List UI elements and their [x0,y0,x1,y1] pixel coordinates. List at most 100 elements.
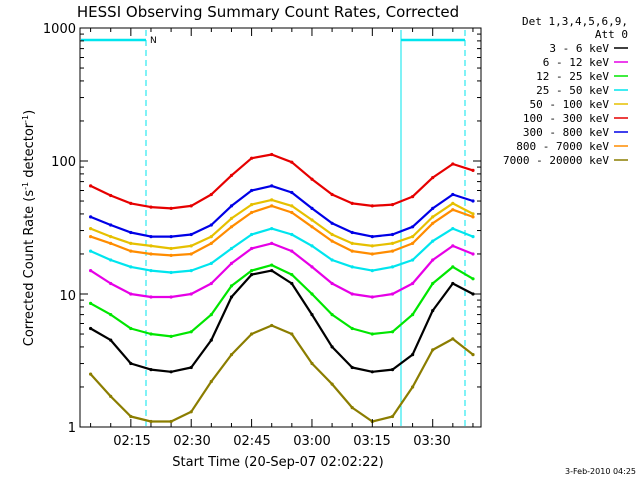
data-point-series-1 [370,295,374,299]
data-point-series-7 [310,225,314,229]
data-point-series-7 [149,252,153,256]
data-point-series-3 [229,246,234,251]
data-point-series-2 [370,332,374,336]
x-tick-label-0245: 02:45 [233,434,270,449]
data-point-series-1 [350,292,354,296]
data-point-series-4 [411,235,415,239]
data-point-series-1 [390,292,395,296]
data-point-series-6 [451,192,455,197]
data-point-series-2 [109,313,113,317]
legend: Det 1,3,4,5,6,9, Att 0 3 - 6 keV 6 - 12 … [503,15,628,167]
data-point-series-4 [431,215,435,219]
data-point-series-6 [109,223,113,227]
data-point-series-8 [250,332,254,336]
data-point-series-2 [290,273,294,277]
data-point-series-6 [471,199,475,203]
data-point-series-4 [129,241,133,245]
data-point-series-4 [89,227,93,231]
data-point-series-0 [370,370,374,374]
data-point-series-1 [189,292,193,296]
data-point-series-7 [390,249,395,253]
data-point-series-5 [390,203,395,207]
series-line-3 [90,227,474,274]
data-point-series-1 [109,281,113,286]
y-tick-label-100: 100 [51,155,76,170]
data-point-series-3 [431,239,435,243]
data-point-series-8 [209,379,213,384]
data-point-series-5 [411,195,415,199]
data-point-series-8 [390,414,395,419]
legend-label-50-100kev: 50 - 100 keV [530,98,610,111]
data-point-series-5 [189,204,193,208]
data-point-series-7 [330,239,334,243]
data-point-series-3 [330,258,334,262]
data-point-series-5 [370,204,374,208]
data-point-series-5 [451,162,455,166]
data-point-series-6 [229,204,234,208]
data-point-series-2 [471,277,475,281]
data-point-series-5 [89,184,93,188]
series-line-2 [90,264,474,338]
legend-label-300-800kev: 300 - 800 keV [523,126,609,139]
data-point-series-3 [471,235,475,239]
data-point-series-7 [471,215,475,219]
data-point-series-0 [189,365,193,370]
data-point-series-4 [189,244,193,248]
data-point-series-0 [330,345,334,349]
data-point-series-2 [149,332,153,336]
data-point-series-1 [149,295,153,299]
data-point-series-2 [250,269,254,273]
data-point-series-7 [250,210,254,215]
legend-label-800-7000kev: 800 - 7000 keV [516,140,609,153]
data-point-series-0 [431,309,435,313]
data-point-series-3 [209,261,213,265]
data-point-series-5 [350,201,354,205]
x-tick-label-0300: 03:00 [293,434,330,449]
data-point-series-8 [330,382,334,386]
data-point-series-3 [451,227,455,231]
data-point-series-6 [431,206,435,210]
data-point-series-3 [270,227,274,231]
data-point-series-4 [270,198,274,202]
data-point-series-7 [350,249,354,253]
series-line-6 [90,184,474,238]
data-point-series-0 [229,295,234,299]
legend-label-100-300kev: 100 - 300 keV [523,112,609,125]
data-point-series-0 [149,368,153,372]
x-tick-label-0215: 02:15 [113,434,150,449]
data-point-series-8 [471,353,475,357]
data-point-series-3 [189,269,193,273]
data-point-series-5 [310,177,314,181]
data-point-series-7 [229,225,234,229]
data-point-series-5 [209,192,213,197]
data-point-series-7 [109,241,113,245]
series-line-7 [90,204,474,257]
legend-label-6-12kev: 6 - 12 keV [543,56,610,69]
data-point-series-2 [189,330,193,334]
data-point-series-8 [229,353,234,357]
flag-marker-label: N [150,36,157,46]
legend-header-attenuator: Att 0 [595,28,628,41]
data-point-series-8 [310,361,314,366]
data-point-series-6 [350,230,354,235]
data-point-series-6 [250,188,254,193]
data-point-series-0 [350,365,354,370]
data-point-series-1 [330,281,334,286]
data-point-series-1 [129,292,133,296]
data-point-series-1 [270,241,274,245]
data-point-series-0 [169,370,173,374]
series-line-4 [90,198,474,250]
data-point-series-3 [411,258,415,262]
legend-label-7000-20000kev: 7000 - 20000 keV [503,154,609,167]
data-point-series-7 [89,235,93,239]
data-point-series-0 [290,281,294,286]
data-point-series-0 [270,269,274,273]
data-point-series-6 [270,184,274,188]
data-point-series-2 [129,326,133,331]
data-point-series-5 [471,168,475,172]
data-point-series-2 [350,326,354,331]
footer-timestamp: 3-Feb-2010 04:25 [565,467,636,476]
data-point-series-6 [310,206,314,210]
data-point-series-4 [250,203,254,207]
data-point-series-0 [250,273,254,277]
